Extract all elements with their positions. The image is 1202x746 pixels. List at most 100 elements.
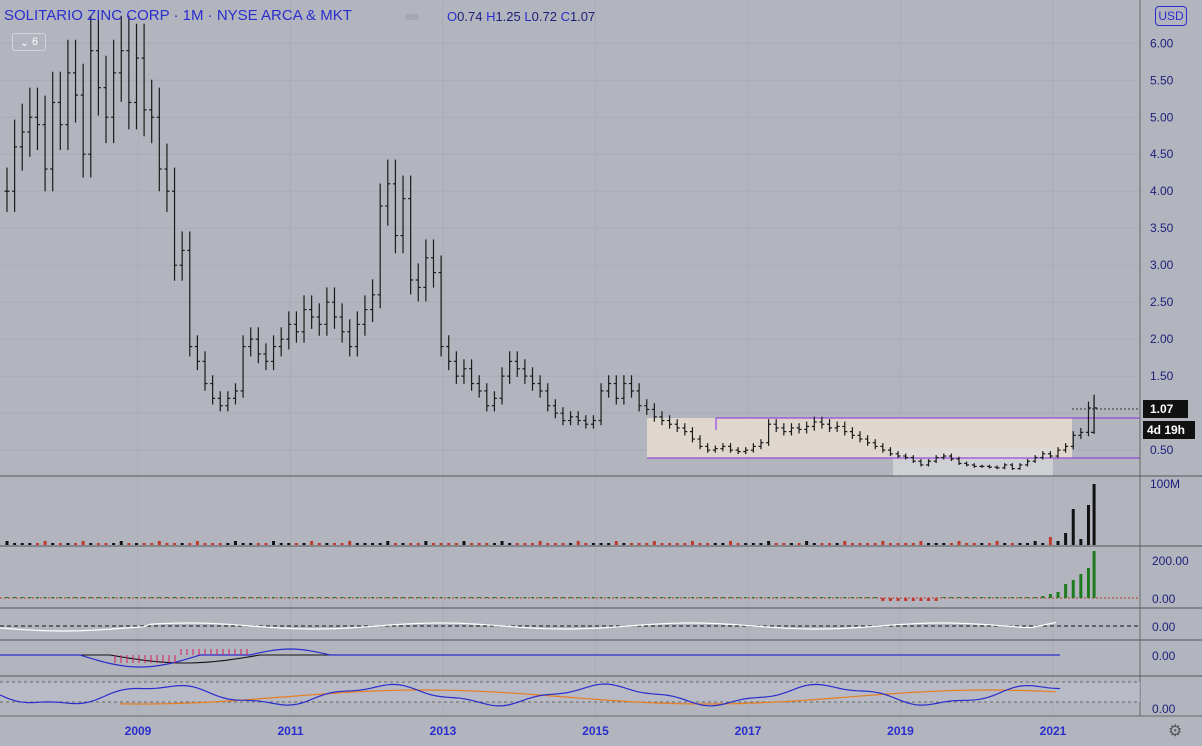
price-tick-label: 6.00 <box>1150 36 1174 50</box>
price-tick-label: 1.50 <box>1150 369 1174 383</box>
volume-bar <box>272 541 276 545</box>
volume-bar <box>546 543 550 545</box>
oscillator-bar <box>1071 580 1075 598</box>
oscillator-bar <box>751 597 755 598</box>
volume-bar <box>28 543 32 545</box>
oscillator-bar <box>264 597 268 598</box>
volume-bar <box>904 543 908 545</box>
ohlc-bar <box>872 439 878 450</box>
volume-bar <box>1071 509 1075 545</box>
ohlc-bar <box>956 456 962 466</box>
volume-bar <box>729 541 733 545</box>
volume-bar <box>789 543 793 545</box>
oscillator-bar <box>782 597 786 598</box>
ohlc-bar <box>1085 401 1091 437</box>
ohlc-bar <box>530 367 536 391</box>
price-tick-label: 2.00 <box>1150 332 1174 346</box>
currency-button[interactable]: USD <box>1155 6 1187 26</box>
volume-bar <box>173 543 177 545</box>
oscillator-bar <box>272 597 276 598</box>
volume-bar <box>972 543 976 545</box>
oscillator-bar <box>416 597 420 598</box>
ohlc-bar <box>240 335 246 398</box>
symbol-title[interactable]: SOLITARIO ZINC CORP · 1M · NYSE ARCA & M… <box>4 7 352 24</box>
ohlc-bar <box>179 231 185 281</box>
volume-bar <box>927 543 931 545</box>
ohlc-bar <box>453 351 459 384</box>
exchange-label: NYSE ARCA & MKT <box>216 7 352 24</box>
oscillator-bar <box>89 597 93 598</box>
ohlc-bar <box>50 71 56 192</box>
ohlc-bar <box>232 383 238 405</box>
ohlc-bar <box>682 423 688 436</box>
oscillator-bar <box>127 597 131 598</box>
oscillator-bar <box>500 597 504 598</box>
ohlc-bar <box>598 383 604 426</box>
ohlc-bar <box>804 421 810 434</box>
oscillator-bar <box>211 597 215 598</box>
oscillator-bar <box>1056 592 1060 598</box>
ohlc-bar <box>766 419 772 446</box>
volume-bar <box>211 543 215 545</box>
volume-bar <box>561 543 565 545</box>
volume-bar <box>477 543 481 545</box>
oscillator-bar <box>371 597 375 598</box>
volume-bar <box>668 543 672 545</box>
oscillator-axis-label: 0.00 <box>1152 592 1176 606</box>
time-tick-label: 2021 <box>1040 724 1067 738</box>
ohlc-bar <box>362 295 368 336</box>
indicators-toggle-button[interactable]: ⌄ 6 <box>12 33 46 51</box>
oscillator-bar <box>1041 596 1045 598</box>
ohlc-bar <box>1009 463 1015 470</box>
volume-bar <box>599 543 603 545</box>
volume-bar <box>431 543 435 545</box>
volume-bar <box>317 543 321 545</box>
volume-bar <box>165 543 169 545</box>
oscillator-bar <box>1048 594 1052 598</box>
ohlc-bar <box>689 427 695 443</box>
oscillator-bar <box>523 597 527 598</box>
high-label: H <box>486 9 496 24</box>
oscillator-bar <box>843 597 847 598</box>
volume-bar <box>492 543 496 545</box>
ohlc-bar <box>1025 459 1031 467</box>
time-tick-label: 2019 <box>887 724 914 738</box>
volume-bar <box>515 543 519 545</box>
oscillator-bar <box>949 597 953 598</box>
oscillator-bar <box>447 597 451 598</box>
volume-bar <box>447 543 451 545</box>
oscillator-bar <box>972 597 976 598</box>
oscillator-bar <box>96 597 100 598</box>
oscillator-bar <box>317 597 321 598</box>
volume-bar <box>378 543 382 545</box>
volume-bar <box>188 543 192 545</box>
gear-icon[interactable]: ⚙ <box>1168 723 1183 740</box>
ohlc-bar <box>651 403 657 422</box>
oscillator-bar <box>325 597 329 598</box>
volume-bar <box>866 543 870 545</box>
ohlc-bar <box>1078 427 1084 439</box>
volume-bar <box>995 541 999 545</box>
oscillator-bar <box>774 597 778 598</box>
oscillator-bar <box>561 597 565 598</box>
ohlc-bar <box>377 183 383 309</box>
oscillator-bar <box>134 597 138 598</box>
oscillator-bar <box>690 597 694 598</box>
oscillator-bar <box>957 597 961 598</box>
oscillator-bar <box>287 597 291 598</box>
ohlc-bar <box>301 295 307 343</box>
oscillator-bar <box>866 597 870 598</box>
oscillator-bar <box>652 597 656 598</box>
ohlc-bar <box>423 239 429 302</box>
oscillator-bar <box>995 597 999 598</box>
ohlc-bar <box>1040 451 1046 460</box>
volume-bar <box>416 543 420 545</box>
oscillator-bar <box>508 597 512 598</box>
ohlc-bar <box>12 119 18 212</box>
ohlc-bar <box>659 411 665 426</box>
oscillator-bar <box>35 597 39 598</box>
volume-bar <box>1026 543 1030 545</box>
volume-bar <box>363 543 367 545</box>
ohlc-bar <box>667 415 673 429</box>
